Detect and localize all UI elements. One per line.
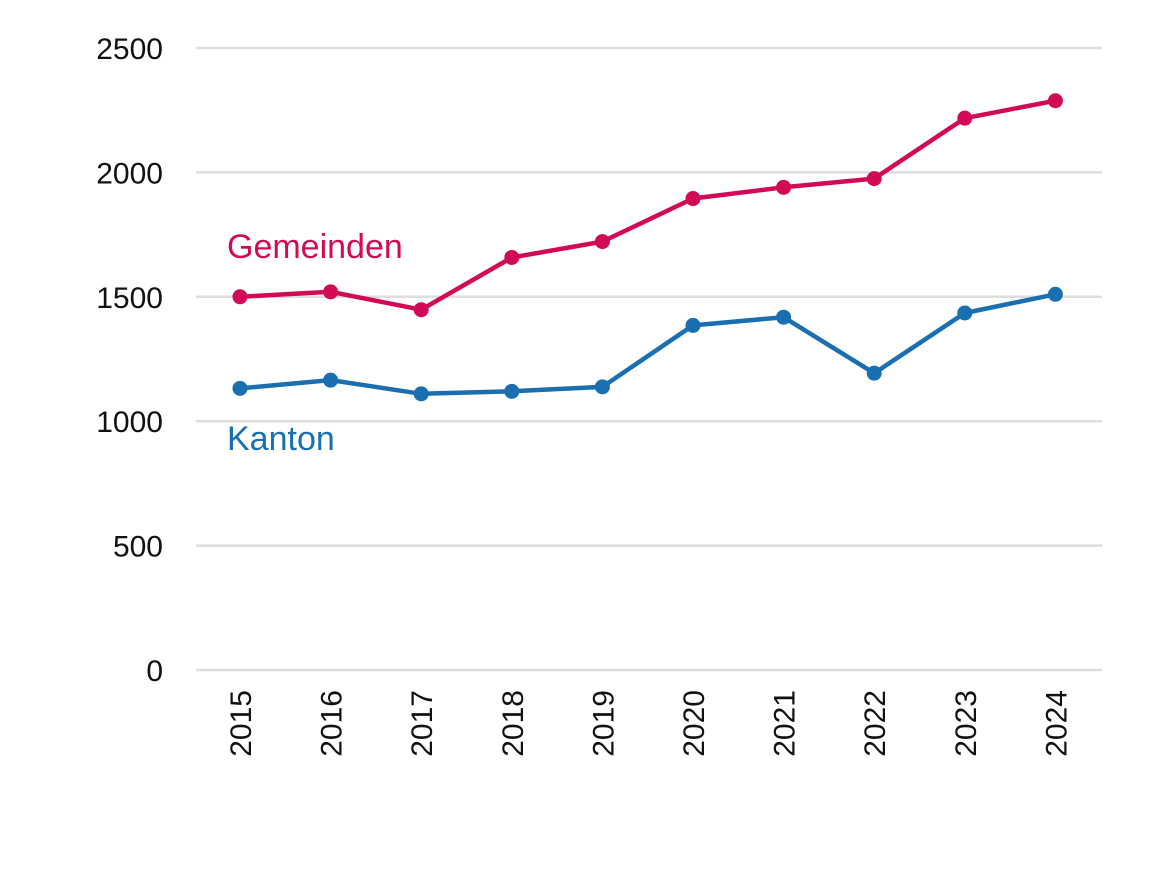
x-tick-label: 2018 bbox=[497, 690, 530, 757]
data-point bbox=[504, 383, 520, 399]
series-group bbox=[232, 93, 1063, 402]
data-point bbox=[685, 317, 701, 333]
series-line bbox=[237, 98, 1058, 312]
x-tick-label: 2015 bbox=[225, 690, 258, 757]
series-gemeinden bbox=[232, 93, 1063, 318]
series-label: Kanton bbox=[227, 420, 335, 458]
data-point bbox=[232, 380, 248, 396]
data-point bbox=[866, 171, 882, 187]
x-tick-label: 2024 bbox=[1040, 690, 1073, 757]
data-point bbox=[504, 249, 520, 265]
x-tick-label: 2022 bbox=[859, 690, 892, 757]
y-tick-label: 1500 bbox=[96, 282, 163, 315]
x-tick-label: 2016 bbox=[316, 690, 349, 757]
data-point bbox=[594, 379, 610, 395]
data-point bbox=[413, 386, 429, 402]
data-point bbox=[957, 110, 973, 126]
data-point bbox=[413, 302, 429, 318]
data-point bbox=[685, 191, 701, 207]
data-point bbox=[1047, 93, 1063, 109]
y-axis: 0 500 1000 1500 2000 2500 bbox=[96, 33, 163, 688]
x-tick-label: 2023 bbox=[950, 690, 983, 757]
data-point bbox=[323, 284, 339, 300]
data-point bbox=[232, 289, 248, 305]
data-point bbox=[1047, 286, 1063, 302]
x-tick-label: 2017 bbox=[406, 690, 439, 757]
series-labels: Gemeinden Kanton bbox=[227, 228, 403, 458]
y-tick-label: 0 bbox=[146, 655, 163, 688]
series-kanton bbox=[232, 286, 1063, 402]
x-tick-label: 2020 bbox=[678, 690, 711, 757]
x-tick-label: 2021 bbox=[769, 690, 802, 757]
y-tick-label: 2500 bbox=[96, 33, 163, 66]
data-point bbox=[957, 305, 973, 321]
gridlines bbox=[196, 46, 1102, 672]
y-tick-label: 2000 bbox=[96, 157, 163, 190]
data-point bbox=[776, 179, 792, 195]
y-tick-label: 500 bbox=[113, 531, 163, 564]
series-line bbox=[237, 292, 1058, 397]
series-label: Gemeinden bbox=[227, 228, 403, 266]
data-point bbox=[776, 309, 792, 325]
data-point bbox=[866, 365, 882, 381]
y-tick-label: 1000 bbox=[96, 406, 163, 439]
x-tick-label: 2019 bbox=[587, 690, 620, 757]
x-axis: 2015 2016 2017 2018 2019 2020 2021 2022 2023 2024 bbox=[225, 690, 1073, 757]
data-point bbox=[594, 234, 610, 250]
data-point bbox=[323, 372, 339, 388]
